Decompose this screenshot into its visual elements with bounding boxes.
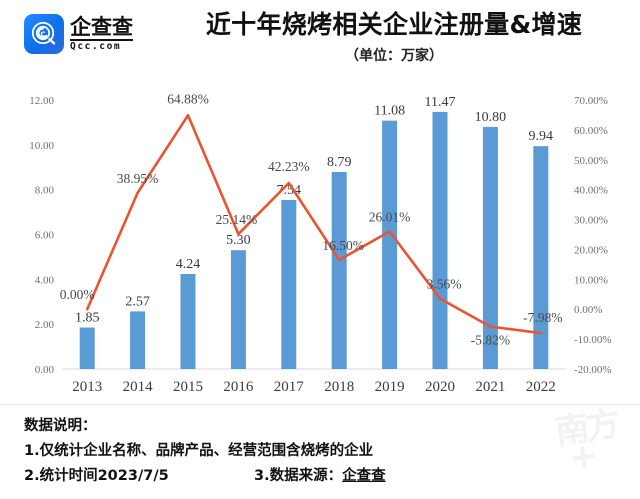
x-axis-category-label: 2019 — [375, 379, 405, 395]
bar-value-label: 8.79 — [327, 155, 352, 170]
bar-value-label: 9.94 — [529, 129, 554, 144]
x-axis-category-label: 2022 — [526, 379, 556, 395]
y-axis-left-tick: 12.00 — [29, 95, 54, 107]
footer-notes: 数据说明： 1.仅统计企业名称、品牌产品、经营范围含烧烤的企业 2.统计时间20… — [0, 404, 640, 499]
bar — [130, 311, 146, 369]
footer-note-3: 3.数据来源：企查查 — [254, 464, 386, 489]
qcc-magnifier-logo-icon: C — [24, 14, 64, 54]
brand-name-en: Qcc.com — [70, 40, 122, 52]
bar — [482, 126, 498, 370]
line-value-label: -5.82% — [471, 333, 510, 348]
brand-name-cn: 企查查 — [70, 14, 133, 39]
bar-value-label: 2.57 — [125, 294, 150, 309]
x-axis-category-label: 2014 — [123, 379, 154, 395]
footer-note-1: 1.仅统计企业名称、品牌产品、经营范围含烧烤的企业 — [24, 443, 374, 459]
y-axis-left-tick: 8.00 — [35, 185, 55, 197]
y-axis-right-tick: 50.00% — [574, 155, 608, 167]
line-value-label: 38.95% — [117, 171, 159, 186]
bar — [180, 273, 196, 369]
bar — [533, 146, 549, 369]
line-value-label: 25.14% — [216, 212, 258, 227]
brand-underline-divider — [70, 38, 133, 41]
y-axis-left-tick: 0.00 — [35, 364, 55, 376]
brand-logo: C 企查查 Qcc.com — [24, 14, 133, 54]
bar — [432, 111, 448, 369]
x-axis-category-label: 2020 — [425, 379, 455, 395]
y-axis-right-tick: 40.00% — [574, 185, 608, 197]
page-subtitle: （单位：万家） — [345, 48, 443, 64]
bar — [79, 327, 95, 369]
y-axis-right-ticks: -20.00% -10.00% 0.00% 10.00% 20.00% 30.00% 40.… — [574, 95, 612, 376]
line-value-label: 16.50% — [322, 238, 364, 253]
x-axis-category-label: 2015 — [173, 379, 203, 395]
growth-rate-line — [85, 114, 543, 335]
watermark: 南方 + — [547, 405, 631, 490]
page-title: 近十年烧烤相关企业注册量&增速 — [205, 10, 583, 39]
y-axis-right-tick: 20.00% — [574, 244, 608, 256]
y-axis-right-tick: 0.00% — [574, 304, 602, 316]
footer-note-2: 2.统计时间2023/7/5 — [24, 468, 169, 484]
line-value-label: 3.56% — [427, 277, 462, 292]
y-axis-left-ticks: 0.00 2.00 4.00 6.00 8.00 10.00 12.00 — [29, 95, 54, 376]
bar-value-label: 10.80 — [475, 110, 507, 125]
y-axis-right-tick: 60.00% — [574, 125, 608, 137]
combo-chart-svg: 0.00 2.00 4.00 6.00 8.00 10.00 12.00 -20.00% -1… — [29, 91, 612, 395]
bar-value-label: 1.85 — [75, 311, 100, 326]
title-block: 近十年烧烤相关企业注册量&增速 （单位：万家） — [168, 8, 620, 66]
y-axis-right-tick: 70.00% — [574, 95, 608, 107]
line-value-label: 0.00% — [60, 287, 95, 302]
x-axis-category-label: 2017 — [274, 379, 305, 395]
bar — [331, 171, 347, 369]
x-axis-category-label: 2021 — [475, 379, 505, 395]
line-value-labels: 0.00% 38.95% 64.88% 25.14% 42.23% 16.50% 26.01… — [60, 91, 563, 347]
x-axis-category-label: 2016 — [223, 379, 254, 395]
bar-value-label: 11.47 — [425, 95, 456, 110]
y-axis-right-tick: 10.00% — [574, 274, 608, 286]
brand-wordmark: 企查查 Qcc.com — [70, 16, 133, 53]
bar-value-label: 4.24 — [176, 257, 201, 272]
y-axis-right-tick: -10.00% — [574, 334, 612, 346]
x-axis-category-labels: 2013 2014 2015 2016 2017 2018 2019 2020 2021 2022 — [72, 379, 556, 395]
y-axis-left-tick: 10.00 — [29, 140, 54, 152]
footer-note-3-label: 3.数据来源： — [254, 468, 343, 484]
footer-note-row-3: 2.统计时间2023/7/5 3.数据来源：企查查 — [24, 464, 386, 489]
y-axis-left-tick: 4.00 — [35, 274, 55, 286]
header: C 企查查 Qcc.com 近十年烧烤相关企业注册量&增速 （单位：万家） — [0, 0, 640, 86]
footer-text-block: 数据说明： 1.仅统计企业名称、品牌产品、经营范围含烧烤的企业 2.统计时间20… — [24, 414, 386, 489]
bar — [281, 199, 297, 369]
x-axis-category-label: 2013 — [72, 379, 102, 395]
y-axis-right-tick: -20.00% — [574, 364, 612, 376]
bar — [382, 120, 398, 369]
y-axis-left-tick: 6.00 — [35, 230, 55, 242]
svg-text:C: C — [40, 30, 45, 38]
x-axis-category-label: 2018 — [324, 379, 354, 395]
footer-data-source: 企查查 — [342, 468, 386, 484]
footer-heading: 数据说明： — [24, 418, 97, 434]
y-axis-left-tick: 2.00 — [35, 319, 55, 331]
bar-value-labels: 1.852.574.245.307.548.7911.0811.4710.809… — [75, 95, 553, 326]
line-value-label: -7.98% — [523, 310, 562, 325]
y-axis-right-tick: 30.00% — [574, 215, 608, 227]
bar-value-label: 11.08 — [374, 104, 405, 119]
line-value-label: 26.01% — [369, 209, 411, 224]
line-value-label: 42.23% — [268, 159, 310, 174]
line-value-label: 64.88% — [167, 91, 209, 106]
bar-value-label: 5.30 — [226, 233, 251, 248]
chart-plot-area: 0.00 2.00 4.00 6.00 8.00 10.00 12.00 -20.00% -1… — [0, 86, 640, 404]
bar-series — [79, 111, 549, 370]
bar — [230, 250, 246, 369]
